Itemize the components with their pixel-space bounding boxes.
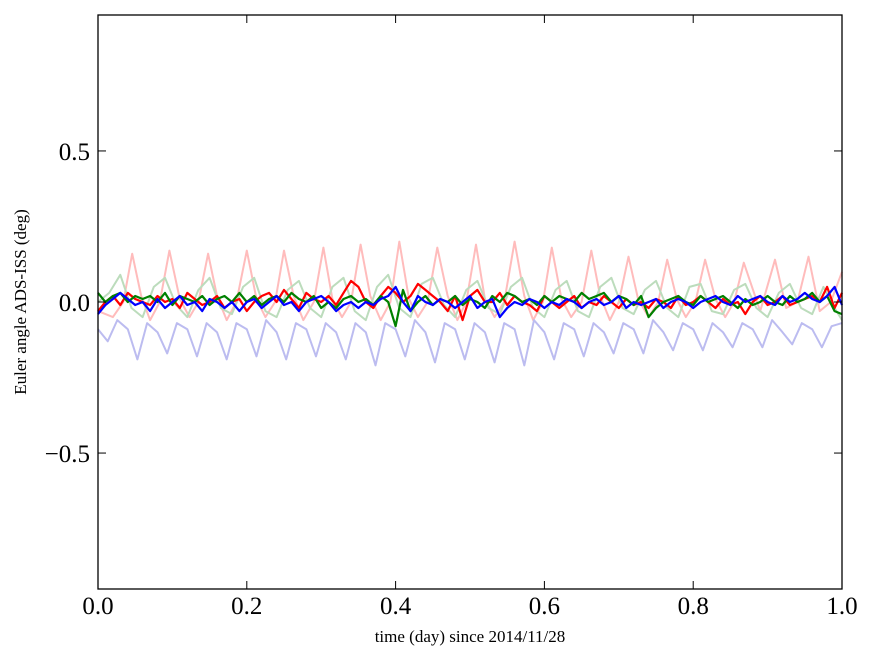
series-line-6	[97, 285, 844, 319]
y-tick-label: 0.5	[59, 139, 90, 166]
x-tick-label: 1.0	[826, 593, 857, 620]
y-axis-label: Euler angle ADS-ISS (deg)	[11, 209, 30, 395]
x-tick-label: 0.8	[678, 593, 709, 620]
y-tick-label: −0.5	[45, 441, 90, 468]
y-tick-label: 0.0	[59, 290, 90, 317]
series-line-1	[97, 240, 843, 322]
x-tick-label: 0.2	[231, 593, 262, 620]
x-tick-label: 0.6	[529, 593, 560, 620]
series-line-2	[97, 273, 843, 322]
x-axis-label: time (day) since 2014/11/28	[375, 627, 566, 646]
plot-frame	[97, 14, 843, 590]
x-tick-label: 0.4	[380, 593, 412, 620]
ticks-layer: 0.0 0.2 0.4 0.6 0.8 1.0 −0.5 0.0 0.5	[45, 15, 858, 620]
series-line-3	[97, 319, 843, 367]
x-tick-label: 0.0	[82, 593, 113, 620]
series-layer	[97, 240, 844, 367]
